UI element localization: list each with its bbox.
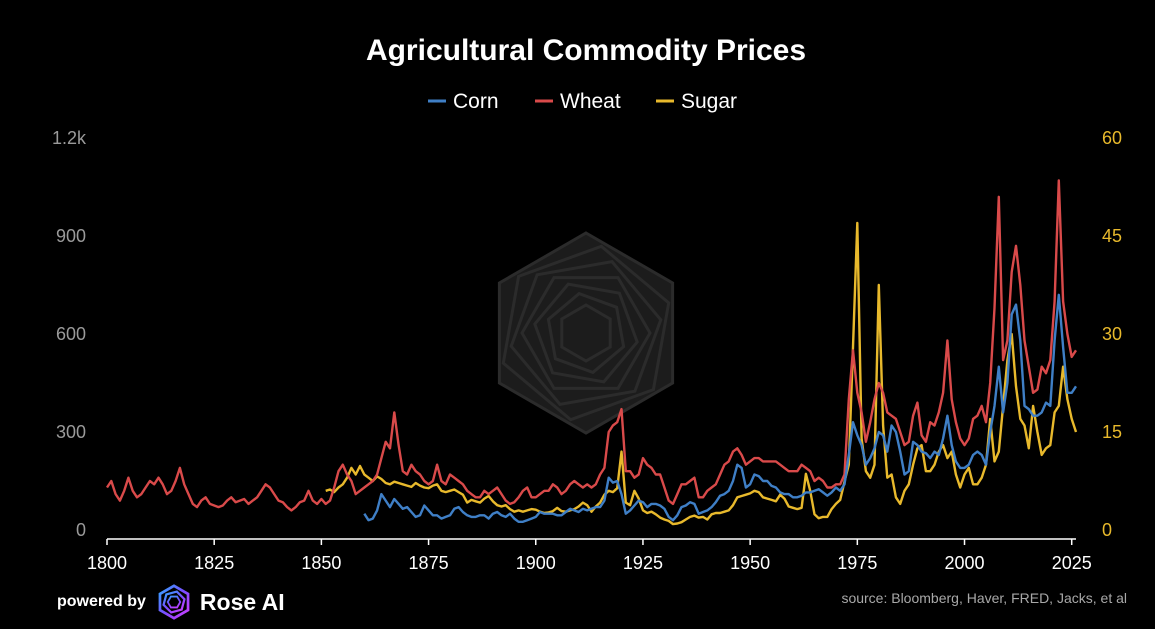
powered-by-badge[interactable]: powered by Rose AI xyxy=(57,584,285,620)
left-tick-label: 1.2k xyxy=(52,128,87,148)
right-axis: 0 15 30 45 60 xyxy=(1102,128,1122,540)
right-tick-label: 15 xyxy=(1102,422,1122,442)
right-tick-label: 45 xyxy=(1102,226,1122,246)
watermark-ring xyxy=(497,231,675,435)
legend-label-wheat: Wheat xyxy=(560,90,621,113)
left-tick-label: 900 xyxy=(56,226,86,246)
series-line-sugar xyxy=(325,221,1078,526)
x-tick-label: 1900 xyxy=(516,553,556,573)
chart-canvas: Agricultural Commodity Prices Corn Wheat S… xyxy=(52,34,1122,573)
x-tick-label: 1925 xyxy=(623,553,663,573)
series-line-wheat xyxy=(105,179,1078,512)
x-axis: 1800 1825 1850 1875 1900 1925 1950 1975 2000 2025 xyxy=(87,539,1092,573)
watermark-ring xyxy=(546,291,626,375)
watermark-ring xyxy=(520,276,652,390)
watermark-ring xyxy=(560,303,612,363)
x-tick-label: 2000 xyxy=(944,553,984,573)
right-tick-label: 30 xyxy=(1102,324,1122,344)
watermark-ring xyxy=(509,259,663,407)
x-tick-label: 1950 xyxy=(730,553,770,573)
brand-name: Rose AI xyxy=(199,588,285,615)
right-tick-label: 0 xyxy=(1102,520,1112,540)
watermark-ring xyxy=(501,244,671,422)
source-note: source: Bloomberg, Haver, FRED, Jacks, e… xyxy=(841,590,1127,606)
chart-title: Agricultural Commodity Prices xyxy=(366,34,806,67)
x-tick-label: 1800 xyxy=(87,553,127,573)
rose-ai-logo-icon xyxy=(158,584,190,620)
powered-by-label: powered by xyxy=(57,593,146,610)
series-layer xyxy=(105,179,1078,526)
x-tick-label: 1875 xyxy=(409,553,449,573)
x-tick-label: 1850 xyxy=(301,553,341,573)
x-tick-label: 2025 xyxy=(1052,553,1092,573)
left-tick-label: 600 xyxy=(56,324,86,344)
legend-label-corn: Corn xyxy=(453,90,499,113)
watermark-ring xyxy=(533,282,639,384)
left-axis: 0 300 600 900 1.2k xyxy=(52,128,87,540)
legend-label-sugar: Sugar xyxy=(681,90,737,113)
watermark-logo-icon xyxy=(497,231,675,435)
x-tick-label: 1975 xyxy=(837,553,877,573)
legend: Corn Wheat Sugar xyxy=(428,90,737,113)
right-tick-label: 60 xyxy=(1102,128,1122,148)
left-tick-label: 0 xyxy=(76,520,86,540)
left-tick-label: 300 xyxy=(56,422,86,442)
series-line-corn xyxy=(363,293,1078,523)
x-tick-label: 1825 xyxy=(194,553,234,573)
